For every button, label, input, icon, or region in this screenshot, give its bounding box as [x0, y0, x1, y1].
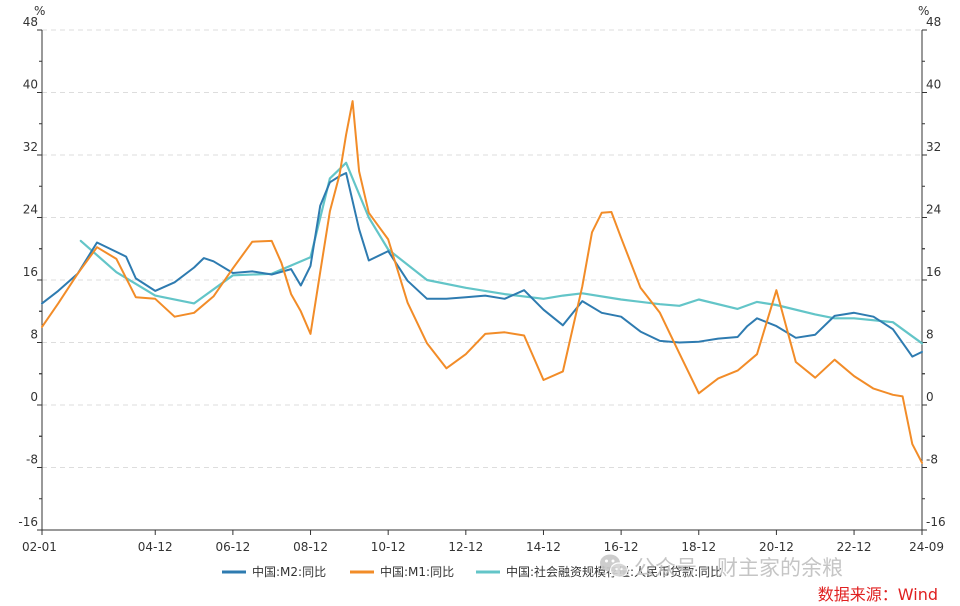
legend-label-m2: 中国:M2:同比: [252, 564, 326, 579]
right-y-tick-label: 8: [926, 328, 934, 342]
tsf-loans-line: [79, 161, 924, 345]
right-y-tick-label: 40: [926, 78, 941, 92]
left-y-tick-label: 16: [23, 265, 38, 279]
data-source-note: 数据来源：Wind: [818, 585, 938, 604]
left-y-tick-label: -16: [18, 515, 38, 529]
right-y-tick-label: -8: [926, 453, 938, 467]
x-tick-label: 08-12: [293, 540, 328, 554]
watermark-text: 公众号 · 财主家的余粮: [634, 556, 843, 580]
x-tick-label: 18-12: [681, 540, 716, 554]
left-y-tick-label: 48: [23, 15, 38, 29]
x-tick-label: 14-12: [526, 540, 561, 554]
right-y-unit: %: [918, 4, 929, 18]
m2-line: [41, 172, 923, 358]
right-y-tick-label: -16: [926, 515, 946, 529]
x-tick-label: 22-12: [837, 540, 872, 554]
wechat-icon: [600, 554, 629, 578]
right-y-tick-label: 24: [926, 203, 941, 217]
x-tick-label: 24-09: [909, 540, 944, 554]
x-tick-label: 20-12: [759, 540, 794, 554]
x-tick-label: 02-01: [22, 540, 57, 554]
watermark: 公众号 · 财主家的余粮: [600, 554, 843, 580]
x-tick-label: 16-12: [604, 540, 639, 554]
left-y-tick-label: 0: [30, 390, 38, 404]
gridlines: [37, 29, 927, 535]
left-y-tick-label: 24: [23, 203, 38, 217]
legend-label-m1: 中国:M1:同比: [380, 564, 454, 579]
x-tick-label: 06-12: [215, 540, 250, 554]
left-y-unit: %: [34, 4, 45, 18]
right-y-tick-label: 48: [926, 15, 941, 29]
left-y-tick-label: -8: [26, 453, 38, 467]
x-tick-label: 12-12: [448, 540, 483, 554]
axes: [41, 30, 923, 531]
left-y-tick-label: 8: [30, 328, 38, 342]
left-y-tick-label: 40: [23, 78, 38, 92]
x-tick-label: 10-12: [371, 540, 406, 554]
right-y-tick-label: 0: [926, 390, 934, 404]
legend-item-m1[interactable]: 中国:M1:同比: [350, 564, 454, 579]
left-y-tick-label: 32: [23, 140, 38, 154]
tick-labels: -16 -16 -8 -8 0 0 8 8 16 16 24 24 32 32 40 40 48 48 02-01 0…: [18, 15, 945, 554]
x-tick-label: 04-12: [138, 540, 173, 554]
legend-item-m2[interactable]: 中国:M2:同比: [222, 564, 326, 579]
right-y-tick-label: 32: [926, 140, 941, 154]
right-y-tick-label: 16: [926, 265, 941, 279]
m1-line: [41, 100, 923, 464]
series-lines: [41, 100, 924, 464]
